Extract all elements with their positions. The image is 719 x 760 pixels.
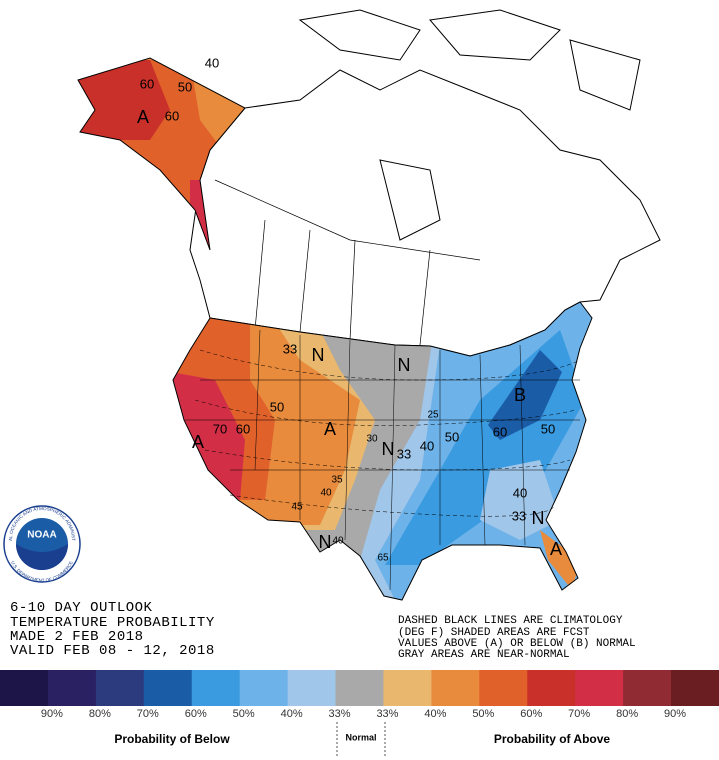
legend-label: 80% [89, 708, 111, 720]
legend-label: 80% [616, 708, 638, 720]
note-line: GRAY AREAS ARE NEAR-NORMAL [398, 649, 570, 661]
map-label: N [398, 355, 411, 375]
alaska-outline [77, 57, 246, 251]
map-label: 70 [213, 421, 227, 436]
map-label: 65 [377, 553, 389, 564]
legend-swatch [383, 670, 432, 706]
legend-label: 60% [520, 708, 542, 720]
map-label: 50 [445, 429, 459, 444]
legend-swatch [431, 670, 480, 706]
basemap [189, 9, 661, 357]
map-label: 33 [283, 341, 297, 356]
map-label: 60 [165, 108, 179, 123]
map-label: A [192, 432, 204, 452]
map-label: 50 [541, 421, 555, 436]
climatology-lines [194, 349, 581, 517]
legend-swatch [0, 670, 49, 706]
outlook-line: VALID FEB 08 - 12, 2018 [10, 643, 215, 659]
map-label: 50 [270, 399, 284, 414]
map-label: 33 [397, 446, 411, 461]
noaa-logo: NOAA NATIONAL OCEANIC AND ATMOSPHERIC AD… [0, 0, 81, 583]
legend-label: 50% [472, 708, 494, 720]
legend-swatch [335, 670, 384, 706]
legend-label: 70% [568, 708, 590, 720]
legend-label: 50% [233, 708, 255, 720]
legend-label: 60% [185, 708, 207, 720]
legend-swatch [287, 670, 337, 706]
legend-label: 33% [376, 708, 398, 720]
legend-swatch [479, 670, 528, 706]
map-label: 40 [205, 55, 219, 70]
map-label: 45 [291, 502, 303, 513]
logo-name: NOAA [27, 530, 56, 541]
legend: 90% 80% 70% 60% 50% 40% 33% 33% 40% 50% 60% 70% 80% 9… [0, 670, 719, 720]
map-label: A [324, 419, 336, 439]
legend-swatch [239, 670, 289, 706]
map-label: 30 [366, 434, 378, 445]
outlook-line: TEMPERATURE PROBABILITY [10, 615, 215, 631]
legend-swatch [527, 670, 576, 706]
conus-outline [172, 301, 593, 601]
outlook-text: 6-10 DAY OUTLOOK TEMPERATURE PROBABILITY… [10, 600, 215, 659]
legend-label: 40% [424, 708, 446, 720]
legend-swatch [623, 670, 672, 706]
note-line: DASHED BLACK LINES ARE CLIMATOLOGY [398, 615, 623, 627]
map-label: 40 [513, 485, 527, 500]
legend-label: 70% [137, 708, 159, 720]
legend-swatch [143, 670, 193, 706]
note-line: VALUES ABOVE (A) OR BELOW (B) NORMAL [398, 638, 636, 650]
state-lines [185, 329, 580, 591]
map-label: 40 [320, 488, 332, 499]
map-label: 60 [493, 424, 507, 439]
map-label: 40 [420, 438, 434, 453]
map-label: N [312, 345, 325, 365]
map-labels: 60 50 40 A 60 33 N N 50 A 70 60 A 30 N 3… [137, 55, 562, 563]
notes-text: DASHED BLACK LINES ARE CLIMATOLOGY (DEG … [398, 615, 636, 661]
legend-label: 90% [41, 708, 63, 720]
legend-below-title: Probability of Below [114, 732, 230, 746]
legend-swatch [671, 670, 719, 706]
legend-label: 40% [281, 708, 303, 720]
map-label: N [532, 508, 545, 528]
map-label: 35 [331, 475, 343, 486]
map-label: 60 [236, 421, 250, 436]
map-label: 50 [178, 79, 192, 94]
map-label: 60 [140, 76, 154, 91]
logo-ring-top: NATIONAL OCEANIC AND ATMOSPHERIC ADMINIS… [0, 0, 76, 541]
logo-wave [16, 544, 68, 570]
legend-swatch [191, 670, 241, 706]
map-label: 40 [332, 536, 344, 547]
legend-label: 90% [664, 708, 686, 720]
map-label: A [550, 539, 562, 559]
map-label: N [382, 439, 395, 459]
legend-normal-title: Normal [345, 732, 376, 742]
map-label: B [514, 385, 526, 405]
legend-swatch [47, 670, 97, 706]
map-label: N [319, 532, 332, 552]
map-label: 25 [427, 410, 439, 421]
legend-label: 33% [329, 708, 351, 720]
legend-swatch [575, 670, 624, 706]
map-label: A [137, 107, 149, 127]
note-line: (DEG F) SHADED AREAS ARE FCST [398, 627, 590, 639]
legend-swatch [95, 670, 145, 706]
legend-above-title: Probability of Above [494, 732, 611, 746]
outlook-line: 6-10 DAY OUTLOOK [10, 600, 153, 616]
map-label: 33 [512, 508, 526, 523]
outlook-line: MADE 2 FEB 2018 [10, 629, 144, 645]
